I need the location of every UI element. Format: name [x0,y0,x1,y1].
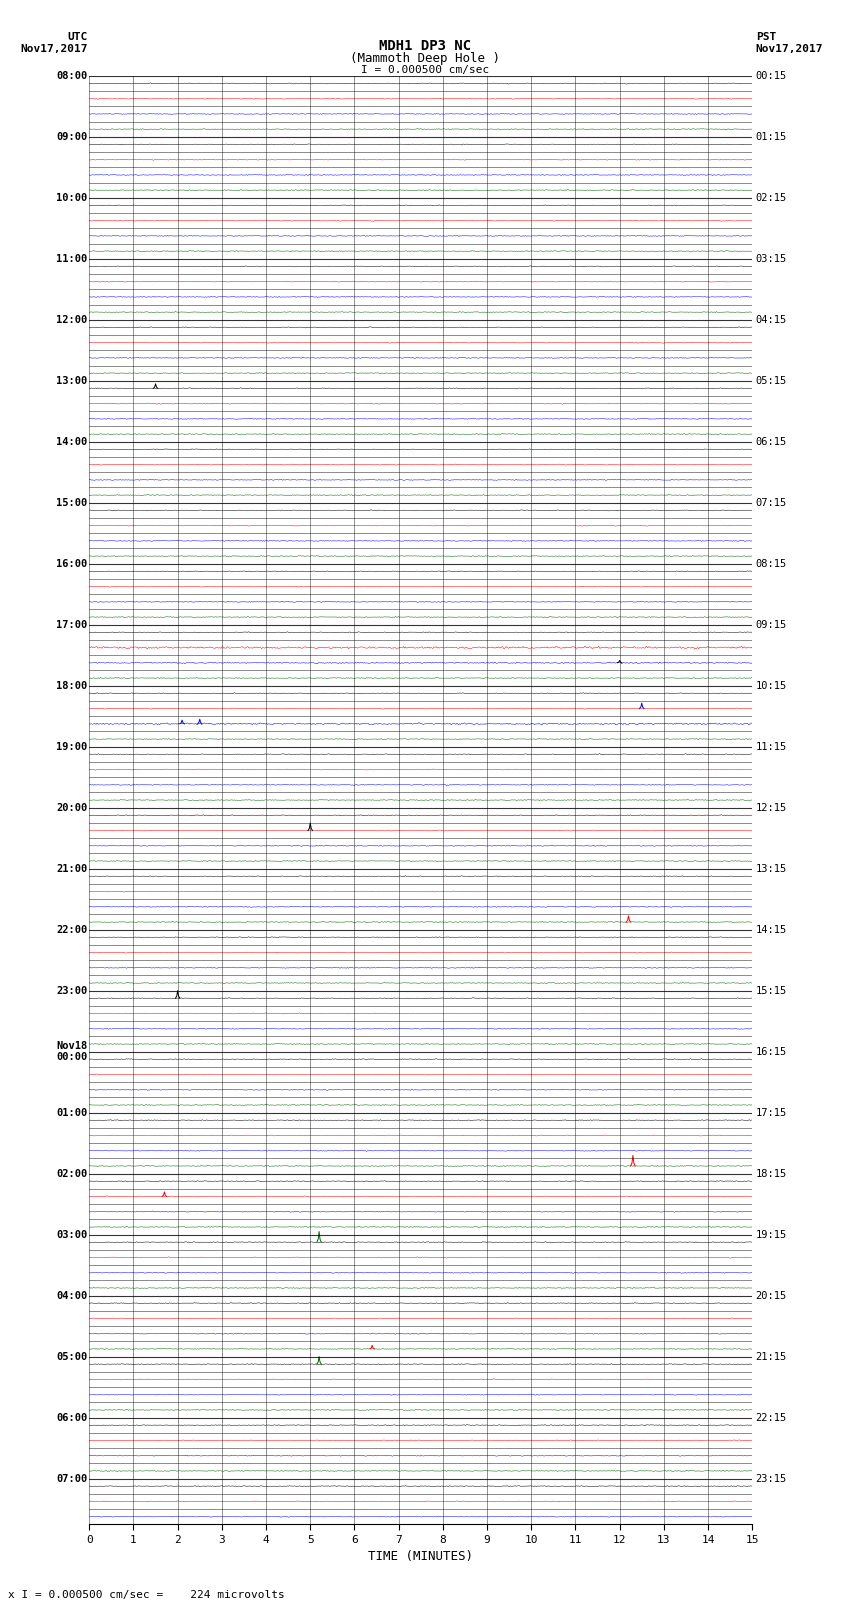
Text: 20:00: 20:00 [56,803,88,813]
Text: 15:15: 15:15 [756,986,787,995]
Text: 03:00: 03:00 [56,1229,88,1239]
Text: 12:15: 12:15 [756,803,787,813]
Text: 22:00: 22:00 [56,924,88,934]
Text: Nov17,2017: Nov17,2017 [20,44,88,53]
Text: Nov18
00:00: Nov18 00:00 [56,1040,88,1063]
Text: 01:15: 01:15 [756,132,787,142]
Text: 21:15: 21:15 [756,1352,787,1361]
Text: (Mammoth Deep Hole ): (Mammoth Deep Hole ) [350,52,500,65]
Text: PST: PST [756,32,776,42]
Text: 07:15: 07:15 [756,498,787,508]
Text: 08:15: 08:15 [756,558,787,569]
Text: 20:15: 20:15 [756,1290,787,1300]
Text: 14:00: 14:00 [56,437,88,447]
Text: 18:15: 18:15 [756,1168,787,1179]
Text: 14:15: 14:15 [756,924,787,934]
Text: 02:15: 02:15 [756,194,787,203]
Text: 10:00: 10:00 [56,194,88,203]
Text: 04:15: 04:15 [756,315,787,324]
Text: 05:00: 05:00 [56,1352,88,1361]
Text: 17:15: 17:15 [756,1108,787,1118]
Text: 21:00: 21:00 [56,863,88,874]
Text: 00:15: 00:15 [756,71,787,81]
Text: 17:00: 17:00 [56,619,88,629]
Text: 13:00: 13:00 [56,376,88,386]
Text: UTC: UTC [67,32,88,42]
Text: 11:00: 11:00 [56,253,88,265]
Text: 11:15: 11:15 [756,742,787,752]
Text: 10:15: 10:15 [756,681,787,690]
Text: 23:15: 23:15 [756,1474,787,1484]
Text: 06:00: 06:00 [56,1413,88,1423]
Text: MDH1 DP3 NC: MDH1 DP3 NC [379,39,471,53]
Text: 05:15: 05:15 [756,376,787,386]
Text: 16:15: 16:15 [756,1047,787,1057]
Text: 23:00: 23:00 [56,986,88,995]
Text: 19:15: 19:15 [756,1229,787,1239]
Text: 01:00: 01:00 [56,1108,88,1118]
Text: 09:15: 09:15 [756,619,787,629]
Text: 03:15: 03:15 [756,253,787,265]
Text: 09:00: 09:00 [56,132,88,142]
X-axis label: TIME (MINUTES): TIME (MINUTES) [368,1550,473,1563]
Text: 06:15: 06:15 [756,437,787,447]
Text: 07:00: 07:00 [56,1474,88,1484]
Text: 22:15: 22:15 [756,1413,787,1423]
Text: x I = 0.000500 cm/sec =    224 microvolts: x I = 0.000500 cm/sec = 224 microvolts [8,1590,286,1600]
Text: 19:00: 19:00 [56,742,88,752]
Text: 08:00: 08:00 [56,71,88,81]
Text: I = 0.000500 cm/sec: I = 0.000500 cm/sec [361,65,489,74]
Text: 04:00: 04:00 [56,1290,88,1300]
Text: 02:00: 02:00 [56,1168,88,1179]
Text: 18:00: 18:00 [56,681,88,690]
Text: Nov17,2017: Nov17,2017 [756,44,823,53]
Text: 16:00: 16:00 [56,558,88,569]
Text: 12:00: 12:00 [56,315,88,324]
Text: 13:15: 13:15 [756,863,787,874]
Text: 15:00: 15:00 [56,498,88,508]
